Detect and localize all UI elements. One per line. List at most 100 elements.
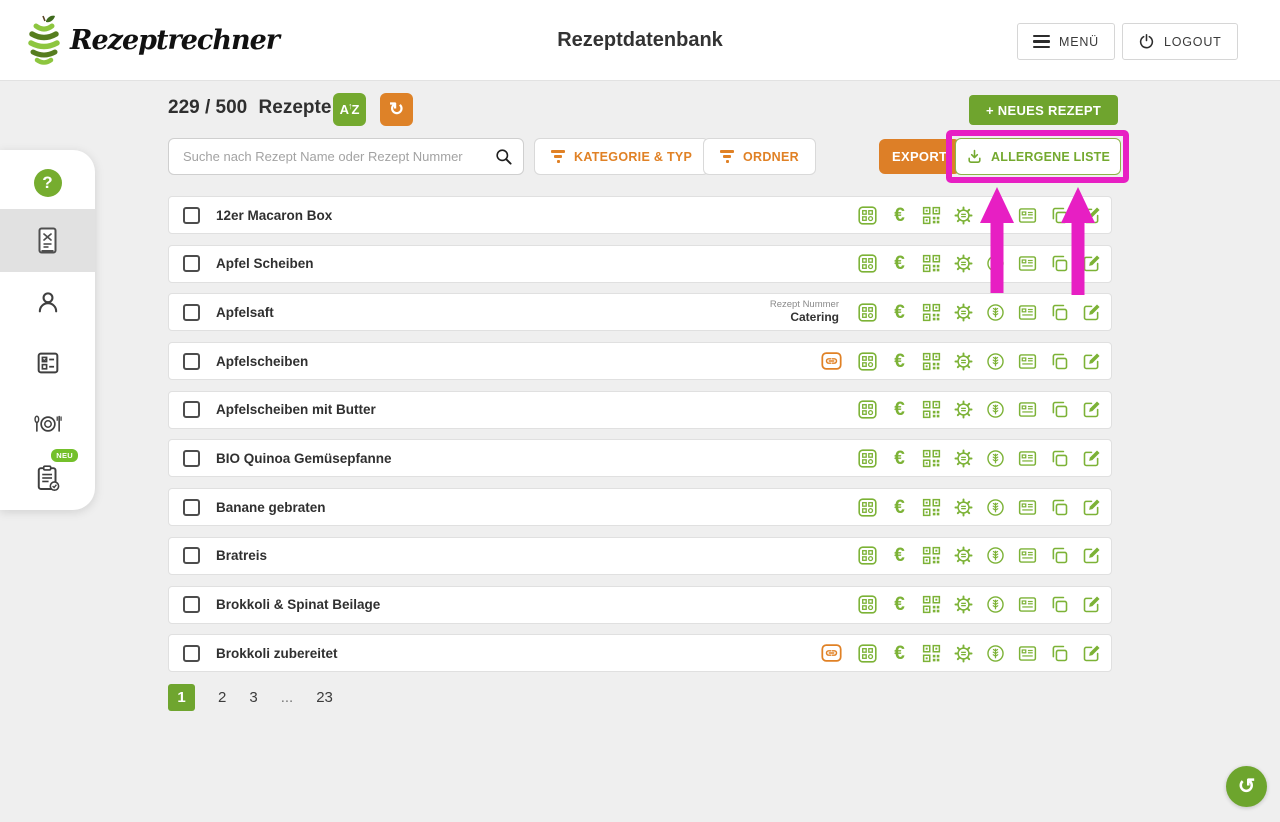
duplicate-icon[interactable]	[1049, 399, 1070, 420]
refresh-button[interactable]: ↻	[380, 93, 413, 126]
sidebar-item-help[interactable]: ?	[0, 161, 95, 205]
settings-gear-icon[interactable]	[953, 253, 974, 274]
edit-icon[interactable]	[1081, 545, 1102, 566]
recipe-card-icon[interactable]	[1017, 302, 1038, 323]
duplicate-icon[interactable]	[1049, 205, 1070, 226]
allergen-info-icon[interactable]	[985, 253, 1006, 274]
recipe-card-icon[interactable]	[1017, 643, 1038, 664]
edit-icon[interactable]	[1081, 205, 1102, 226]
row-checkbox[interactable]	[183, 644, 200, 662]
allergen-info-icon[interactable]	[985, 351, 1006, 372]
recipe-row[interactable]: Banane gebraten €	[168, 488, 1112, 527]
qr-code-icon[interactable]	[921, 643, 942, 664]
nutrition-label-icon[interactable]	[857, 497, 878, 518]
recipe-row[interactable]: Brokkoli zubereitet	[168, 634, 1112, 673]
settings-gear-icon[interactable]	[953, 399, 974, 420]
row-checkbox[interactable]	[183, 352, 200, 370]
edit-icon[interactable]	[1081, 351, 1102, 372]
sidebar-item-meals[interactable]	[0, 402, 95, 446]
price-euro-icon[interactable]: €	[894, 594, 905, 615]
price-euro-icon[interactable]: €	[894, 642, 905, 664]
sidebar-item-recipes[interactable]	[0, 219, 95, 263]
settings-gear-icon[interactable]	[953, 545, 974, 566]
price-euro-icon[interactable]: €	[894, 545, 905, 567]
row-checkbox[interactable]	[183, 303, 200, 321]
recipe-card-icon[interactable]	[1017, 448, 1038, 469]
duplicate-icon[interactable]	[1049, 497, 1070, 518]
settings-gear-icon[interactable]	[953, 351, 974, 372]
nutrition-label-icon[interactable]	[857, 545, 878, 566]
duplicate-icon[interactable]	[1049, 545, 1070, 566]
recipe-card-icon[interactable]	[1017, 351, 1038, 372]
settings-gear-icon[interactable]	[953, 594, 974, 615]
row-checkbox[interactable]	[183, 255, 200, 273]
recipe-card-icon[interactable]	[1017, 205, 1038, 226]
price-euro-icon[interactable]: €	[894, 496, 905, 518]
qr-code-icon[interactable]	[921, 545, 942, 566]
sidebar-item-profile[interactable]	[0, 280, 95, 324]
allergen-info-icon[interactable]	[985, 302, 1006, 323]
duplicate-icon[interactable]	[1049, 594, 1070, 615]
search-input[interactable]	[168, 138, 524, 175]
sidebar-item-forms[interactable]	[0, 341, 95, 385]
recipe-card-icon[interactable]	[1017, 594, 1038, 615]
recipe-row[interactable]: BIO Quinoa Gemüsepfanne €	[168, 439, 1112, 478]
nutrition-label-icon[interactable]	[857, 302, 878, 323]
recipe-card-icon[interactable]	[1017, 545, 1038, 566]
recipe-row[interactable]: Apfel Scheiben €	[168, 244, 1112, 283]
row-checkbox[interactable]	[183, 449, 200, 467]
settings-gear-icon[interactable]	[953, 205, 974, 226]
qr-code-icon[interactable]	[921, 351, 942, 372]
price-euro-icon[interactable]: €	[894, 399, 905, 421]
price-euro-icon[interactable]: €	[894, 447, 905, 469]
price-euro-icon[interactable]: €	[894, 301, 905, 323]
edit-icon[interactable]	[1081, 643, 1102, 664]
filter-category-button[interactable]: KATEGORIE & TYP	[534, 138, 710, 175]
qr-code-icon[interactable]	[921, 497, 942, 518]
recipe-row[interactable]: Apfelscheiben	[168, 342, 1112, 381]
qr-code-icon[interactable]	[921, 302, 942, 323]
recipe-card-icon[interactable]	[1017, 497, 1038, 518]
qr-code-icon[interactable]	[921, 399, 942, 420]
row-checkbox[interactable]	[183, 547, 200, 565]
qr-code-icon[interactable]	[921, 594, 942, 615]
qr-code-icon[interactable]	[921, 448, 942, 469]
row-checkbox[interactable]	[183, 596, 200, 613]
new-recipe-button[interactable]: + NEUES REZEPT	[969, 95, 1119, 125]
nutrition-label-icon[interactable]	[857, 448, 878, 469]
row-checkbox[interactable]	[183, 401, 200, 419]
recipe-row[interactable]: Apfelsaft Rezept Nummer Catering	[168, 293, 1112, 332]
pagination-page-2[interactable]: 2	[218, 689, 227, 706]
settings-gear-icon[interactable]	[953, 497, 974, 518]
allergen-info-icon[interactable]	[985, 643, 1006, 664]
linked-recipe-icon[interactable]	[821, 643, 842, 664]
qr-code-icon[interactable]	[921, 253, 942, 274]
export-button[interactable]: EXPORT	[879, 139, 961, 174]
settings-gear-icon[interactable]	[953, 448, 974, 469]
nutrition-label-icon[interactable]	[857, 643, 878, 664]
recipe-row[interactable]: Apfelscheiben mit Butter €	[168, 390, 1112, 429]
allergen-info-icon[interactable]	[985, 497, 1006, 518]
duplicate-icon[interactable]	[1049, 448, 1070, 469]
row-checkbox[interactable]	[183, 206, 200, 224]
recipe-row[interactable]: Bratreis €	[168, 536, 1112, 575]
duplicate-icon[interactable]	[1049, 351, 1070, 372]
recipe-card-icon[interactable]	[1017, 399, 1038, 420]
sidebar-item-orders[interactable]: NEU	[0, 449, 95, 500]
settings-gear-icon[interactable]	[953, 643, 974, 664]
nutrition-label-icon[interactable]	[857, 253, 878, 274]
nutrition-label-icon[interactable]	[857, 205, 878, 226]
allergen-info-icon[interactable]	[985, 399, 1006, 420]
pagination-page-3[interactable]: 3	[249, 689, 258, 706]
edit-icon[interactable]	[1081, 253, 1102, 274]
logout-button[interactable]: LOGOUT	[1122, 23, 1238, 60]
linked-recipe-icon[interactable]	[821, 351, 842, 372]
edit-icon[interactable]	[1081, 448, 1102, 469]
pagination-page-23[interactable]: 23	[316, 689, 333, 706]
price-euro-icon[interactable]: €	[894, 253, 905, 275]
price-euro-icon[interactable]: €	[894, 204, 905, 226]
row-checkbox[interactable]	[183, 498, 200, 516]
undo-fab-button[interactable]: ↺	[1226, 766, 1267, 807]
duplicate-icon[interactable]	[1049, 302, 1070, 323]
sort-az-button[interactable]: A ↑ Z	[333, 93, 366, 126]
